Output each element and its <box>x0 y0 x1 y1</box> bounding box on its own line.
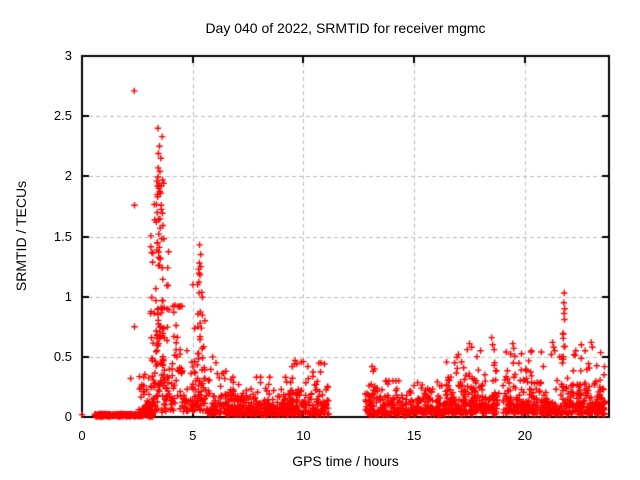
y-tick-label: 3 <box>64 48 72 63</box>
x-tick-label: 5 <box>189 428 197 443</box>
x-tick-label: 15 <box>406 428 422 443</box>
y-tick-label: 0 <box>64 409 72 424</box>
y-tick-label: 1 <box>64 288 72 304</box>
y-tick-label: 1.5 <box>53 228 72 244</box>
y-axis-label-text: SRMTID / TECUs <box>13 180 29 292</box>
x-tick-label: 20 <box>517 428 533 443</box>
x-tick-label: 0 <box>78 428 86 443</box>
y-tick-label: 2.5 <box>53 108 72 124</box>
chart-title: Day 040 of 2022, SRMTID for receiver mgm… <box>205 20 486 36</box>
x-axis-label: GPS time / hours <box>292 453 399 469</box>
y-tick-label: 0.5 <box>53 348 72 364</box>
x-tick-label: 10 <box>296 428 311 443</box>
y-tick-label: 2 <box>64 168 72 184</box>
